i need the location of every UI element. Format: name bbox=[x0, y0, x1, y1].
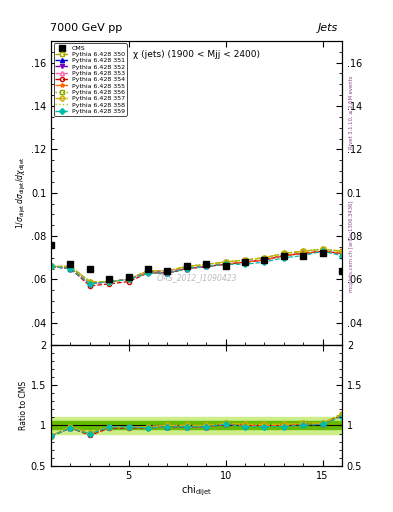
Text: Rivet 3.1.10, ≥ 2.6M events: Rivet 3.1.10, ≥ 2.6M events bbox=[349, 76, 354, 150]
X-axis label: chi$_\mathregular{dijet}$: chi$_\mathregular{dijet}$ bbox=[181, 483, 212, 498]
Bar bbox=[51, 421, 342, 430]
Bar bbox=[51, 417, 342, 434]
Legend: CMS, Pythia 6.428 350, Pythia 6.428 351, Pythia 6.428 352, Pythia 6.428 353, Pyt: CMS, Pythia 6.428 350, Pythia 6.428 351,… bbox=[53, 44, 127, 116]
Y-axis label: Ratio to CMS: Ratio to CMS bbox=[19, 380, 28, 430]
Y-axis label: $1/\sigma_\mathregular{dijet}\,d\sigma_\mathregular{dijet}/d\chi_\mathregular{di: $1/\sigma_\mathregular{dijet}\,d\sigma_\… bbox=[15, 156, 28, 229]
Text: CMS_2012_I1090423: CMS_2012_I1090423 bbox=[156, 273, 237, 282]
Text: mcplots.cern.ch [arXiv:1306.3436]: mcplots.cern.ch [arXiv:1306.3436] bbox=[349, 200, 354, 291]
Text: χ (jets) (1900 < Mjj < 2400): χ (jets) (1900 < Mjj < 2400) bbox=[133, 50, 260, 59]
Text: Jets: Jets bbox=[318, 23, 338, 33]
Text: 7000 GeV pp: 7000 GeV pp bbox=[50, 23, 122, 33]
